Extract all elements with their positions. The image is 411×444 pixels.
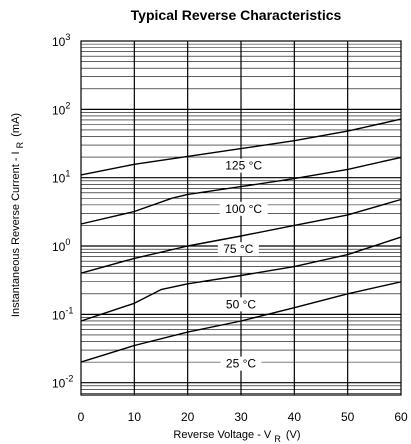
series-line — [80, 198, 402, 274]
curve-label-bg — [220, 356, 262, 371]
curve-label-bg — [217, 242, 259, 257]
plot-frame — [80, 40, 402, 396]
y-axis-title-sub: R — [15, 141, 25, 148]
curve-label-bg — [220, 297, 262, 312]
y-axis-title: Instantaneous Reverse Current - I R (mA) — [10, 113, 26, 317]
x-tick-label: 20 — [181, 410, 195, 424]
curve-labels: 125 °C 100 °C 75 °C 50 °C 25 °C — [217, 158, 268, 371]
grid-major — [81, 41, 401, 395]
x-axis-title-sub: R — [274, 434, 281, 444]
series-line — [80, 236, 402, 322]
series-group — [80, 118, 402, 363]
curve-label: 75 °C — [223, 242, 253, 256]
x-axis-title: Reverse Voltage - V R (V) — [173, 429, 300, 444]
x-axis-title-main: Reverse Voltage - V — [173, 429, 271, 441]
curve-label: 125 °C — [225, 159, 262, 173]
series-line — [80, 281, 402, 363]
x-tick-labels: 0 10 20 30 40 50 60 — [78, 410, 408, 424]
curve-label: 50 °C — [226, 297, 256, 311]
series-line — [80, 118, 402, 176]
x-tick-label: 50 — [341, 410, 355, 424]
y-tick-labels: 10-2 10-1 100 101 102 103 — [52, 32, 73, 391]
x-tick-label: 30 — [234, 410, 248, 424]
chart-title: Typical Reverse Characteristics — [131, 7, 342, 23]
x-tick-label: 40 — [288, 410, 302, 424]
x-tick-label: 10 — [128, 410, 142, 424]
x-axis-title-unit: (V) — [286, 429, 301, 441]
y-tick-label: 101 — [52, 169, 70, 186]
series-line — [80, 156, 402, 225]
x-tick-label: 0 — [78, 410, 85, 424]
y-axis-title-main: Instantaneous Reverse Current - I — [10, 151, 22, 317]
x-tick-label: 60 — [394, 410, 408, 424]
y-tick-label: 100 — [52, 237, 70, 254]
curve-label: 100 °C — [225, 202, 262, 216]
y-tick-label: 10-2 — [52, 374, 73, 391]
y-tick-label: 102 — [52, 100, 70, 117]
y-tick-label: 10-1 — [52, 305, 73, 322]
y-axis-title-unit: (mA) — [10, 113, 22, 137]
curve-label: 25 °C — [226, 357, 256, 371]
curve-label-bg — [219, 201, 268, 216]
curve-label-bg — [219, 158, 268, 173]
y-tick-label: 103 — [52, 32, 70, 49]
